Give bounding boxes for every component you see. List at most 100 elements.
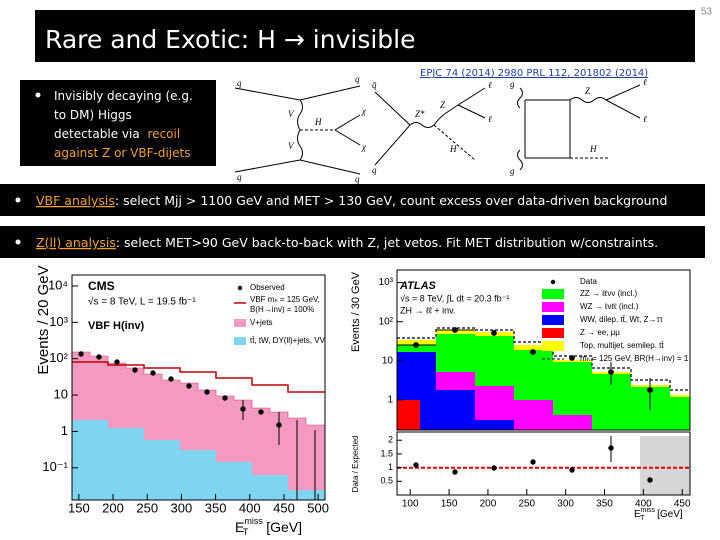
experiment-label: CMS	[88, 279, 115, 293]
atlas-frame	[396, 269, 691, 431]
x-title-part: T	[640, 515, 645, 522]
legend-marker	[542, 341, 564, 351]
legend-marker	[234, 337, 246, 345]
legend-label: WZ → ℓνℓℓ (incl.)	[580, 302, 639, 311]
bullet-dot	[15, 239, 21, 245]
legend-label: Data	[580, 277, 597, 286]
channel-label: ZH → ℓℓ + inv.	[400, 305, 455, 315]
x-title-part: T	[243, 527, 249, 537]
legend-label: Top, multijet, semilep. tt̄	[580, 341, 664, 350]
feynman-label: V	[288, 141, 295, 151]
feynman-label: q	[355, 74, 360, 84]
x-title-part: miss	[641, 507, 656, 514]
x-tick-label: 250	[136, 500, 158, 515]
feynman-label: q	[355, 174, 360, 184]
intro-line: to DM) Higgs	[54, 108, 132, 122]
legend-label: Z → ee, μμ	[580, 328, 620, 337]
x-tick-label: 150	[68, 500, 90, 515]
bullet-label: Z(ll) analysis	[36, 235, 116, 250]
x-tick-label: 350	[205, 500, 227, 515]
feynman-label: q	[237, 78, 242, 88]
feynman-label: ℓ	[488, 114, 492, 124]
legend-marker	[542, 315, 564, 325]
bullet-body: : select MET>90 GeV back-to-back with Z,…	[116, 235, 658, 250]
bullet-text: VBF analysis: select Mjj > 1100 GeV and …	[36, 193, 667, 208]
uncertainty-band	[640, 436, 690, 495]
bullet-text: Z(ll) analysis: select MET>90 GeV back-t…	[36, 235, 658, 250]
bullet-dot	[35, 92, 41, 98]
legend-marker	[234, 319, 246, 327]
y-tick-label: 10⁴	[48, 277, 68, 292]
x-tick-label: 450	[674, 499, 691, 510]
feynman-label: χ	[361, 106, 367, 116]
bullet-bar	[0, 184, 705, 216]
y-tick-label: 10³	[49, 314, 68, 329]
bullet-body: : select Mjj > 1100 GeV and MET > 130 Ge…	[115, 193, 668, 208]
feynman-label: H	[314, 117, 322, 127]
feynman-label: Z	[585, 86, 591, 96]
intro-text: Invisibly decaying (e.g. to DM) Higgs de…	[54, 89, 197, 160]
y-tick-label: 10	[54, 386, 68, 401]
feynman-label: H	[449, 144, 457, 154]
cms-histograms	[71, 274, 326, 501]
intro-box	[20, 80, 216, 166]
legend-label: Observed	[250, 283, 285, 292]
feynman-label-group: q q q q V V H χ χ q̄ q Z* Z H ℓ ℓ g g Z …	[237, 74, 647, 184]
legend-marker	[237, 285, 243, 291]
y-tick-label: 1	[387, 395, 393, 406]
legend-label: ZZ → ℓℓνν (incl.)	[580, 289, 638, 298]
atlas-histograms	[396, 269, 691, 496]
ratio-tick-label: 1.5	[380, 448, 393, 458]
bullet-label: VBF analysis	[36, 193, 115, 208]
x-title-part: E	[634, 509, 641, 520]
feynman-label: q	[237, 172, 242, 182]
cms-frame	[71, 274, 326, 501]
slide-title: Rare and Exotic: H → invisible	[45, 25, 416, 54]
x-tick-label: 400	[635, 499, 652, 510]
energy-label: √s = 8 TeV, L = 19.5 fb⁻¹	[88, 296, 196, 308]
legend-label: V+jets	[250, 318, 272, 327]
feynman-label: q	[372, 165, 377, 175]
x-axis-title: Emiss T [GeV]	[235, 516, 302, 537]
x-tick-label: 450	[273, 500, 295, 515]
title-bar	[35, 10, 695, 62]
channel-label: VBF H(inv)	[88, 320, 145, 332]
y-tick-label: 10³	[379, 277, 394, 288]
feynman-label: ℓ	[643, 77, 647, 87]
references: EPJC 74 (2014) 2980 PRL 112, 201802 (201…	[420, 68, 648, 79]
ratio-frame	[396, 431, 691, 496]
y-tick-label: 10²	[379, 316, 394, 327]
y-axis-title: Events / 20 GeV	[35, 265, 52, 374]
ratio-tick-label: 1	[388, 462, 393, 472]
cms-legend: CMS √s = 8 TeV, L = 19.5 fb⁻¹ VBF H(inv)…	[88, 279, 326, 345]
ratio-tick-label: 2	[388, 435, 393, 445]
feynman-label: ℓ	[643, 114, 647, 124]
x-title-part: [GeV]	[262, 519, 302, 535]
x-tick-label: 200	[480, 499, 497, 510]
x-tick-label: 500	[307, 500, 329, 515]
feynman-label: H	[589, 144, 597, 154]
atlas-legend: ATLAS √s = 8 TeV, ∫L dt = 20.3 fb⁻¹ ZH →…	[399, 277, 689, 363]
ratio-axis-title: Data / Expected	[351, 436, 360, 493]
feynman-label: q̄	[372, 80, 377, 90]
feynman-label: χ	[361, 142, 367, 152]
x-title-part: [GeV]	[654, 509, 683, 520]
x-tick-label: 250	[518, 499, 535, 510]
x-tick-label: 400	[239, 500, 261, 515]
y-axis-title: Events / 30 GeV	[350, 271, 362, 352]
x-tick-label: 100	[402, 499, 419, 510]
legend-marker	[542, 328, 564, 338]
feynman-label: ℓ	[488, 80, 492, 90]
y-tick-label: 10	[382, 355, 394, 366]
x-axis-title: Emiss T [GeV]	[634, 507, 683, 522]
x-tick-label: 300	[171, 500, 193, 515]
slide-number: 53	[701, 7, 713, 18]
feynman-label: g	[510, 79, 515, 89]
legend-marker	[542, 289, 564, 299]
x-title-part: E	[235, 519, 244, 535]
legend-label: VBF mₕ = 125 GeV,	[250, 295, 320, 304]
legend-label: tt̄, tW, DY(ll)+jets, VV	[250, 336, 326, 345]
feynman-diagrams	[234, 84, 641, 175]
bullet-dot	[15, 197, 21, 203]
